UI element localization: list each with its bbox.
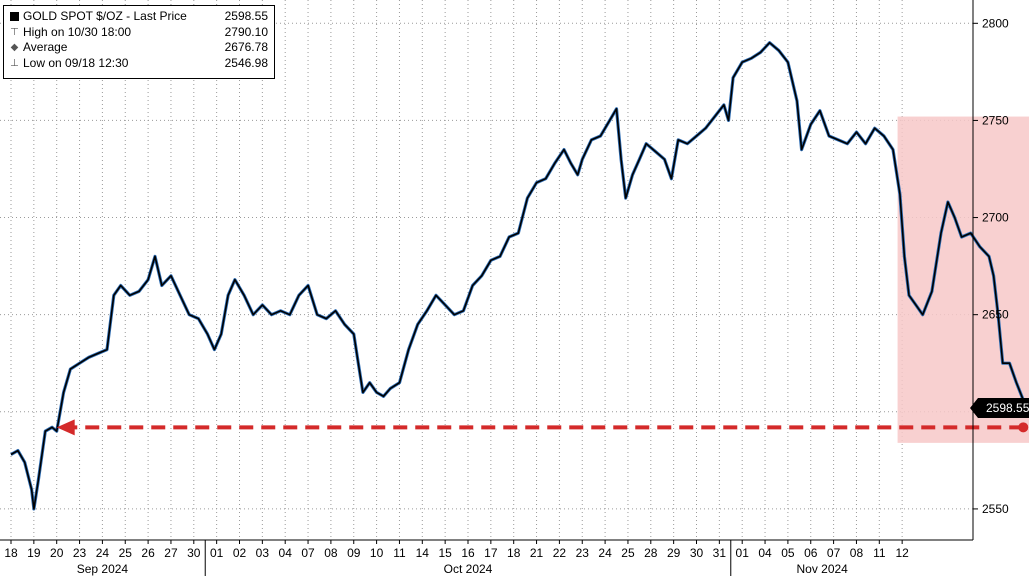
x-tick-label: 08 — [324, 546, 338, 560]
x-tick-label: 17 — [484, 546, 498, 560]
reference-arrow — [56, 419, 1029, 436]
legend-high-row: ⊤ High on 10/30 18:00 2790.10 — [10, 25, 268, 41]
legend-high-label: High on 10/30 18:00 — [23, 24, 132, 39]
highlight-region — [897, 116, 1029, 443]
legend-low-row: ⊥ Low on 09/18 12:30 2546.98 — [10, 56, 268, 72]
x-axis: 18 19 20 23 24 25 26 27 30 01 02 03 04 07 08 09 10 11 14 15… — [0, 539, 973, 576]
x-tick-label: 05 — [781, 546, 795, 560]
x-tick-label: 03 — [256, 546, 270, 560]
x-tick-label: 27 — [164, 546, 178, 560]
arrow-head-icon — [56, 419, 75, 436]
x-tick-label: 24 — [96, 546, 110, 560]
x-tick-label: 08 — [850, 546, 864, 560]
y-tick-label: 2700 — [982, 211, 1009, 225]
x-tick-label: 22 — [553, 546, 567, 560]
legend-average-value: 2676.78 — [224, 40, 268, 54]
x-tick-label: 12 — [895, 546, 909, 560]
month-label: Nov 2024 — [796, 562, 848, 576]
average-marker-icon: ◆ — [10, 42, 19, 53]
x-tick-label: 23 — [73, 546, 87, 560]
y-tick-label: 2650 — [982, 308, 1009, 322]
month-label: Oct 2024 — [444, 562, 493, 576]
x-tick-label: 23 — [576, 546, 590, 560]
x-tick-label: 19 — [27, 546, 41, 560]
x-tick-label: 15 — [438, 546, 452, 560]
x-tick-label: 28 — [644, 546, 658, 560]
x-tick-label: 18 — [507, 546, 521, 560]
y-tick-label: 2800 — [982, 16, 1009, 30]
x-tick-label: 31 — [713, 546, 727, 560]
x-tick-label: 09 — [347, 546, 361, 560]
x-tick-label: 20 — [50, 546, 64, 560]
x-tick-label: 30 — [690, 546, 704, 560]
legend-average-row: ◆ Average 2676.78 — [10, 40, 268, 56]
x-tick-label: 07 — [827, 546, 841, 560]
price-line — [10, 41, 1029, 510]
x-tick-label: 24 — [598, 546, 612, 560]
x-tick-label: 04 — [758, 546, 772, 560]
x-tick-label: 10 — [370, 546, 384, 560]
x-tick-label: 11 — [873, 546, 886, 560]
price-line-highlight — [10, 41, 1029, 511]
x-tick-label: 01 — [210, 546, 224, 560]
x-tick-label: 16 — [461, 546, 475, 560]
x-tick-label: 25 — [119, 546, 133, 560]
x-tick-label: 14 — [416, 546, 430, 560]
legend-low-value: 2546.98 — [224, 55, 268, 70]
y-axis: 255026002650270027502800 — [972, 0, 1009, 540]
legend-title-row: GOLD SPOT $/OZ - Last Price 2598.55 — [10, 9, 268, 25]
x-tick-label: 30 — [187, 546, 201, 560]
x-tick-label: 26 — [141, 546, 155, 560]
price-series — [10, 41, 1029, 511]
low-marker-icon: ⊥ — [10, 57, 19, 69]
chart-legend: GOLD SPOT $/OZ - Last Price 2598.55 ⊤ Hig… — [3, 5, 275, 79]
x-tick-label: 07 — [301, 546, 315, 560]
arrow-origin-dot — [1018, 422, 1029, 433]
legend-average-label: Average — [23, 40, 68, 54]
y-tick-label: 2550 — [982, 502, 1009, 516]
high-marker-icon: ⊤ — [10, 26, 19, 38]
legend-low-label: Low on 09/18 12:30 — [23, 55, 129, 70]
y-tick-label: 2750 — [982, 113, 1009, 127]
legend-title: GOLD SPOT $/OZ - Last Price — [23, 9, 187, 23]
x-tick-label: 29 — [667, 546, 681, 560]
x-tick-label: 18 — [4, 546, 18, 560]
x-tick-label: 25 — [621, 546, 635, 560]
last-price-tag: 2598.55 — [969, 398, 1029, 418]
x-tick-label: 04 — [279, 546, 293, 560]
series-swatch-icon — [10, 12, 19, 22]
month-label: Sep 2024 — [77, 562, 129, 576]
x-tick-label: 01 — [736, 546, 750, 560]
legend-last-price: 2598.55 — [224, 9, 268, 23]
x-tick-label: 11 — [393, 546, 406, 560]
x-tick-label: 21 — [530, 546, 544, 560]
legend-high-value: 2790.10 — [224, 24, 268, 39]
x-tick-label: 02 — [233, 546, 247, 560]
x-tick-label: 06 — [804, 546, 818, 560]
